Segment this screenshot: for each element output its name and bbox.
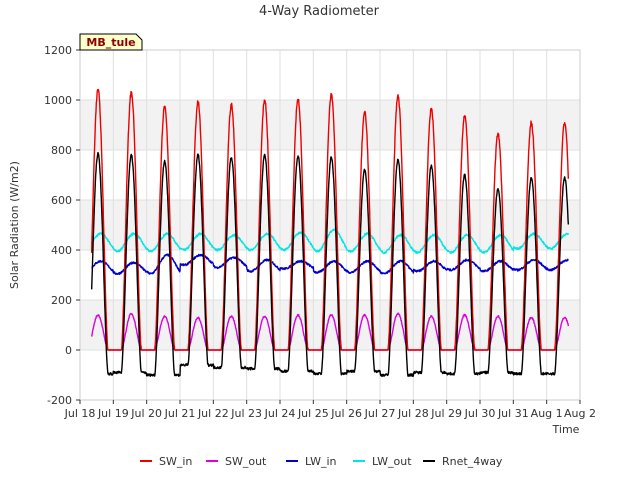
y-tick-label: 800 bbox=[51, 144, 72, 157]
x-tick-label: Jul 31 bbox=[497, 407, 529, 420]
x-tick-label: Aug 2 bbox=[564, 407, 596, 420]
chart-title: 4-Way Radiometer bbox=[259, 4, 380, 19]
y-tick-label: 0 bbox=[65, 344, 72, 357]
x-tick-label: Jul 27 bbox=[364, 407, 396, 420]
series-line-sw-out bbox=[90, 312, 570, 351]
x-tick-label: Jul 19 bbox=[97, 407, 129, 420]
x-tick-label: Jul 22 bbox=[197, 407, 229, 420]
x-tick-label: Jul 28 bbox=[397, 407, 429, 420]
y-tick-label: 1000 bbox=[44, 94, 72, 107]
series-line-sw-in bbox=[90, 88, 570, 351]
x-tick-label: Jul 25 bbox=[297, 407, 329, 420]
x-tick-label: Jul 21 bbox=[164, 407, 196, 420]
y-tick-label: -200 bbox=[47, 394, 72, 407]
legend-item-rnet-4way: Rnet_4way bbox=[423, 455, 503, 468]
x-tick-label: Jul 20 bbox=[130, 407, 162, 420]
legend-item-lw-in: LW_in bbox=[286, 455, 337, 468]
legend-label: SW_in bbox=[159, 455, 192, 468]
x-tick-label: Jul 23 bbox=[230, 407, 262, 420]
legend-label: LW_in bbox=[305, 455, 337, 468]
x-tick-label: Jul 29 bbox=[430, 407, 462, 420]
legend-item-lw-out: LW_out bbox=[353, 455, 412, 468]
legend: SW_in SW_out LW_in LW_out Rnet_4way bbox=[140, 455, 503, 468]
x-tick-label: Jul 26 bbox=[330, 407, 362, 420]
x-tick-label: Aug 1 bbox=[531, 407, 563, 420]
y-axis-label: Solar Radiation (W/m2) bbox=[8, 161, 21, 289]
x-tick-label: Jul 24 bbox=[264, 407, 296, 420]
legend-item-sw-in: SW_in bbox=[140, 455, 192, 468]
plot-frame bbox=[79, 49, 581, 401]
legend-label: Rnet_4way bbox=[442, 455, 503, 468]
legend-label: SW_out bbox=[225, 455, 267, 468]
y-tick-label: 1200 bbox=[44, 44, 72, 57]
y-tick-label: 400 bbox=[51, 244, 72, 257]
x-tick-label: Jul 30 bbox=[464, 407, 496, 420]
annotation-label: MB_tule bbox=[86, 36, 135, 49]
x-axis-label: Time bbox=[552, 423, 580, 436]
site-annotation: MB_tule bbox=[79, 33, 143, 51]
grid-band bbox=[80, 300, 580, 350]
legend-item-sw-out: SW_out bbox=[206, 455, 267, 468]
series-line-rnet-4way bbox=[90, 151, 570, 377]
y-tick-label: 600 bbox=[51, 194, 72, 207]
legend-label: LW_out bbox=[372, 455, 412, 468]
x-tick-label: Jul 18 bbox=[64, 407, 96, 420]
annotation-box bbox=[79, 33, 143, 51]
grid-band bbox=[80, 200, 580, 250]
y-tick-label: 200 bbox=[51, 294, 72, 307]
